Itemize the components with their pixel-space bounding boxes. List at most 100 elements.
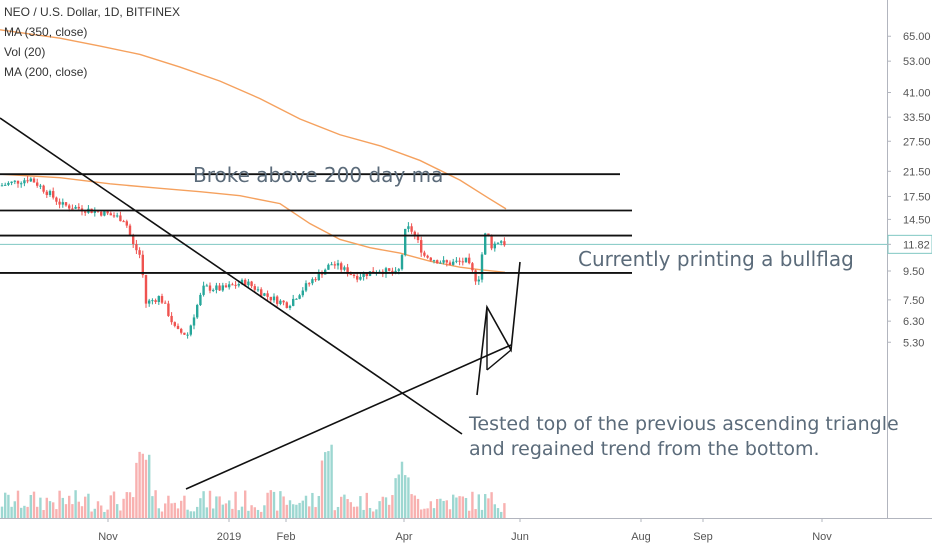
volume-bar [189,511,192,518]
candle-body [58,201,61,205]
candle-body [260,289,263,296]
candle-body [189,325,192,335]
candle-body [52,191,55,198]
volume-bar [458,496,461,518]
volume-bar [244,490,247,518]
volume-bar [132,497,135,518]
candle-body [74,206,77,209]
candle-body [148,300,151,304]
volume-bar [327,451,330,518]
volume-bar [330,444,333,518]
candle-body [493,243,496,249]
volume-bar [452,494,455,518]
x-tick-label: Nov [812,531,832,543]
candle-body [138,250,141,255]
candle-body [439,262,442,264]
x-tick-label: Sep [693,531,713,543]
volume-bar [45,497,48,518]
candle-body [208,285,212,291]
candle-body [256,289,260,291]
volume-bar [32,491,36,518]
legend-volume: Vol (20) [4,45,46,59]
candle-body [464,257,468,263]
candle-body [420,240,423,253]
volume-bar [423,508,426,518]
volume-bar [455,497,458,518]
candle-body [183,332,186,335]
volume-bar [176,508,180,518]
volume-bar [487,498,490,518]
candle-body [474,270,477,282]
volume-bar [266,492,269,518]
volume-bar [4,492,7,518]
candle-body [71,208,74,210]
candle-body [247,281,250,286]
volume-bar [0,506,4,518]
candle-body [301,290,304,296]
ascending-trendline [185,344,512,490]
chart-annotation: Broke above 200 day ma [193,163,443,187]
volume-bar [263,505,266,518]
volume-bar [23,505,26,518]
candle-body [263,293,266,296]
candle-body [42,185,45,192]
y-tick-label: 17.50 [903,191,931,203]
volume-bar [141,453,144,518]
volume-bar [477,494,480,518]
volume-bar [68,495,71,518]
bullflag-lower [486,349,512,371]
volume-bar [282,496,285,518]
candle-body [442,260,445,263]
volume-bar [340,496,343,518]
volume-bar [186,509,189,518]
volume-bar [100,505,103,518]
volume-bar [64,504,68,518]
candle-body [160,296,164,303]
candle-body [327,264,330,270]
volume-bar [106,509,109,518]
volume-bar [336,506,340,518]
volume-bar [256,509,260,518]
volume-bar [333,510,336,518]
candle-body [404,228,407,256]
candle-body [298,295,301,299]
chart-annotation: and regained trend from the bottom. [469,438,820,460]
volume-bar [205,507,208,518]
volume-bar [445,500,448,518]
volume-bar [237,510,240,518]
y-tick-label: 27.50 [903,136,931,148]
volume-bar [20,507,23,518]
candle-body [490,235,493,249]
candle-body [410,226,413,232]
volume-bar [308,506,311,518]
candle-body [26,180,29,182]
candle-body [314,279,317,281]
descending-trendline [0,117,463,435]
volume-bar [292,504,295,518]
candle-body [455,260,458,262]
candle-body [397,269,400,271]
volume-bar [407,477,410,518]
volume-bar [164,503,167,518]
volume-bar [52,502,55,518]
volume-bar [240,506,244,518]
volume-bar [96,501,100,518]
chart-legend: NEO / U.S. Dollar, 1D, BITFINEX MA (350,… [4,2,180,82]
candle-body [32,178,36,183]
candle-body [167,303,170,316]
volume-bar [42,510,45,518]
volume-bar [109,495,112,518]
volume-bar [320,460,324,518]
volume-bar [496,508,500,518]
y-tick-label: 5.30 [903,337,924,349]
volume-bar [480,509,484,518]
candle-body [154,300,157,302]
candle-body [199,294,202,306]
volume-bar [77,501,80,518]
volume-bar [314,507,317,518]
candle-body [10,181,13,183]
y-tick-label: 14.50 [903,214,931,226]
candle-body [128,225,132,236]
